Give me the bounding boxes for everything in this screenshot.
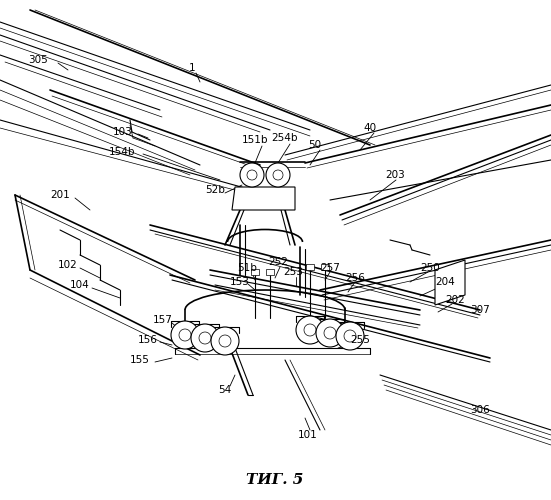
Text: 154b: 154b <box>109 147 135 157</box>
Text: 252: 252 <box>268 257 288 267</box>
Text: 203: 203 <box>385 170 405 180</box>
Text: 257: 257 <box>320 263 340 273</box>
Text: 102: 102 <box>58 260 78 270</box>
Circle shape <box>336 322 364 350</box>
Text: 307: 307 <box>470 305 490 315</box>
Text: 51b: 51b <box>237 263 257 273</box>
Text: 157: 157 <box>153 315 173 325</box>
Text: 204: 204 <box>435 277 455 287</box>
Text: 104: 104 <box>70 280 90 290</box>
Text: 153: 153 <box>230 277 250 287</box>
Text: 201: 201 <box>50 190 70 200</box>
Text: 254b: 254b <box>272 133 298 143</box>
Circle shape <box>266 163 290 187</box>
Text: 50: 50 <box>309 140 322 150</box>
Text: 40: 40 <box>364 123 376 133</box>
Bar <box>251 269 259 275</box>
Circle shape <box>296 316 324 344</box>
Circle shape <box>316 319 344 347</box>
Text: 202: 202 <box>445 295 465 305</box>
Bar <box>266 269 274 275</box>
Circle shape <box>171 321 199 349</box>
Circle shape <box>240 163 264 187</box>
Text: 256: 256 <box>345 273 365 283</box>
Text: 1: 1 <box>188 63 195 73</box>
Bar <box>306 264 314 270</box>
Text: 253: 253 <box>283 267 303 277</box>
Text: 156: 156 <box>138 335 158 345</box>
Text: 250: 250 <box>420 263 440 273</box>
Polygon shape <box>435 260 465 305</box>
Polygon shape <box>232 187 295 210</box>
Text: 52b: 52b <box>205 185 225 195</box>
Text: 305: 305 <box>28 55 48 65</box>
Text: ΤИГ. 5: ΤИГ. 5 <box>246 473 304 487</box>
Circle shape <box>211 327 239 355</box>
Text: 151b: 151b <box>242 135 268 145</box>
Text: 306: 306 <box>470 405 490 415</box>
Bar <box>321 264 329 270</box>
Text: 155: 155 <box>130 355 150 365</box>
Text: 101: 101 <box>298 430 318 440</box>
Text: 54: 54 <box>218 385 231 395</box>
Text: 255: 255 <box>350 335 370 345</box>
Circle shape <box>191 324 219 352</box>
Text: 103: 103 <box>113 127 133 137</box>
